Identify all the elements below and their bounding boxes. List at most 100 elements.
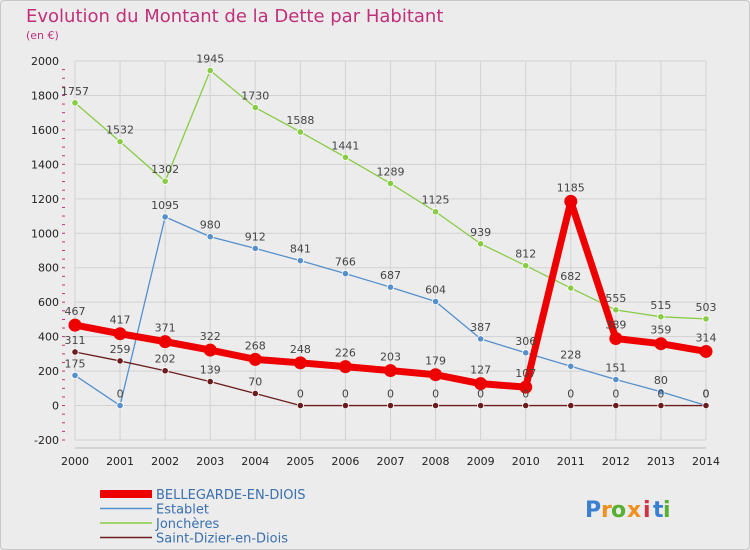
data-label: 1289: [377, 165, 405, 178]
data-point: [522, 401, 530, 410]
data-point: [158, 335, 172, 349]
data-point: [386, 401, 395, 410]
data-label: 0: [703, 388, 710, 401]
data-point: [161, 367, 169, 375]
data-point: [522, 349, 530, 357]
data-label: 0: [117, 388, 124, 401]
y-tick-label: 200: [38, 365, 59, 378]
y-tick-label: 2000: [31, 55, 59, 68]
data-label: 107: [515, 367, 536, 380]
data-point: [612, 306, 620, 314]
data-point: [699, 344, 713, 358]
x-tick-label: 2007: [377, 455, 405, 468]
data-label: 306: [515, 335, 536, 348]
legend-label: Jonchères: [155, 517, 219, 532]
y-tick-label: 1400: [31, 158, 59, 171]
y-tick-label: -200: [34, 434, 59, 447]
data-label: 268: [245, 339, 266, 352]
data-label: 604: [425, 283, 446, 296]
data-label: 226: [335, 347, 356, 360]
data-point: [522, 262, 530, 270]
data-label: 1532: [106, 124, 134, 137]
axes: -200020040060080010001200140016001800200…: [31, 55, 720, 468]
data-point: [251, 103, 259, 112]
data-label: 248: [290, 343, 311, 356]
data-label: 314: [696, 331, 717, 344]
data-point: [161, 177, 169, 185]
data-label: 1302: [151, 163, 179, 176]
data-label: 1125: [422, 194, 450, 207]
data-label: 228: [560, 348, 581, 361]
data-labels: 1757 1532 1302 1945 1730 1588 1441 1289 1125 939 8…: [61, 52, 717, 400]
data-label: 417: [110, 314, 131, 327]
data-label: 80: [654, 374, 668, 387]
data-label: 203: [380, 351, 401, 364]
data-label: 127: [470, 364, 491, 377]
grid: [74, 60, 707, 441]
data-label: 1185: [557, 181, 585, 194]
x-tick-label: 2001: [106, 455, 134, 468]
data-label: 1730: [241, 90, 269, 103]
data-point: [612, 401, 620, 410]
data-point: [429, 368, 443, 382]
data-point: [296, 257, 304, 265]
data-point: [477, 401, 485, 410]
x-tick-label: 2003: [196, 455, 224, 468]
data-point: [657, 313, 665, 321]
logo-letter: o: [611, 498, 626, 523]
x-tick-label: 2009: [467, 455, 495, 468]
data-label: 151: [605, 362, 626, 375]
data-label: 179: [425, 355, 446, 368]
legend-label: BELLEGARDE-EN-DIOIS: [156, 488, 306, 503]
data-label: 311: [65, 334, 86, 347]
data-point: [293, 356, 307, 370]
logo-letter: r: [601, 498, 612, 523]
data-point: [296, 128, 304, 136]
legend-label: Establet: [156, 503, 209, 518]
data-label: 202: [155, 353, 176, 366]
data-point: [702, 315, 710, 323]
data-point: [657, 388, 665, 396]
data-point: [206, 66, 214, 75]
x-tick-label: 2011: [557, 455, 585, 468]
data-label: 70: [248, 375, 262, 388]
legend-label: Saint-Dizier-en-Diois: [156, 532, 288, 547]
data-label: 259: [110, 343, 131, 356]
data-point: [116, 401, 124, 410]
data-point: [206, 377, 214, 386]
data-point: [296, 401, 304, 410]
data-label: 1757: [61, 85, 89, 98]
data-point: [341, 401, 350, 410]
data-point: [386, 179, 395, 188]
data-point: [477, 335, 485, 343]
data-point: [564, 194, 578, 208]
data-label: 371: [155, 322, 176, 335]
data-label: 515: [650, 299, 671, 312]
y-tick-label: 1600: [31, 124, 59, 137]
data-point: [206, 233, 214, 241]
data-point: [248, 352, 262, 366]
data-point: [612, 375, 620, 384]
data-label: 766: [335, 256, 356, 269]
data-label: 687: [380, 269, 401, 282]
series-layer: [68, 66, 713, 410]
data-point: [251, 389, 259, 398]
x-tick-label: 2008: [422, 455, 450, 468]
data-point: [68, 318, 82, 332]
data-point: [251, 244, 259, 253]
x-tick-label: 2012: [602, 455, 630, 468]
data-label: 0: [657, 388, 664, 401]
data-point: [384, 364, 397, 378]
data-point: [203, 343, 217, 357]
data-label: 389: [605, 319, 626, 332]
data-label: 359: [650, 324, 671, 337]
y-tick-label: 1200: [31, 193, 59, 206]
data-point: [702, 401, 710, 410]
data-point: [341, 153, 350, 161]
x-tick-label: 2005: [286, 455, 314, 468]
data-point: [477, 240, 485, 248]
data-label: 0: [342, 388, 349, 401]
data-label: 841: [290, 243, 311, 256]
